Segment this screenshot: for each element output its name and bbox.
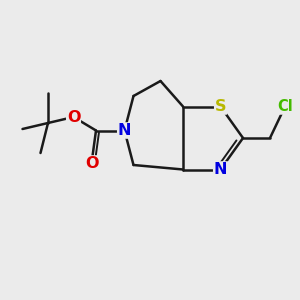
Text: Cl: Cl bbox=[277, 99, 293, 114]
Text: O: O bbox=[85, 156, 98, 171]
Text: N: N bbox=[118, 123, 131, 138]
Text: O: O bbox=[67, 110, 80, 124]
Text: S: S bbox=[215, 99, 226, 114]
Text: N: N bbox=[214, 162, 227, 177]
